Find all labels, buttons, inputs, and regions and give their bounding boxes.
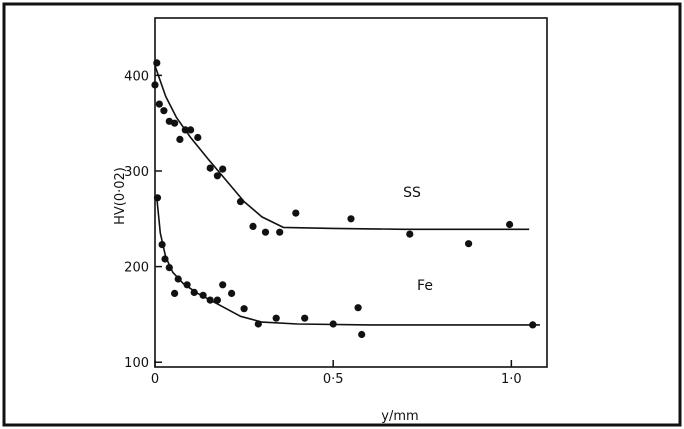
point-ss-19 (406, 230, 414, 238)
point-fe-5 (174, 275, 182, 283)
point-ss-2 (155, 100, 163, 108)
plot-frame (154, 17, 548, 368)
y-tick-label-300: 300 (124, 165, 149, 180)
point-ss-10 (206, 164, 214, 172)
point-ss-6 (176, 135, 184, 143)
data-points (151, 59, 537, 339)
point-fe-17 (329, 320, 337, 328)
point-ss-12 (219, 165, 227, 173)
point-fe-19 (358, 330, 366, 339)
x-axis-label: y/mm (381, 409, 418, 424)
point-fe-12 (228, 289, 236, 297)
y-axis-label: HV(0·02) (113, 167, 128, 225)
series-label-fe: Fe (417, 278, 433, 294)
point-ss-0 (153, 59, 161, 67)
point-ss-14 (249, 222, 257, 230)
point-fe-7 (190, 288, 198, 296)
point-fe-16 (301, 314, 309, 322)
point-ss-21 (506, 220, 514, 229)
point-fe-14 (254, 320, 262, 328)
x-tick-label-0: 0 (151, 372, 159, 387)
y-tick-label-100: 100 (124, 356, 149, 371)
point-ss-7 (181, 126, 189, 134)
y-tick-label-400: 400 (124, 69, 149, 84)
x-tick-label-2: 1·0 (501, 372, 522, 387)
point-ss-20 (465, 240, 473, 248)
x-tick-label-1: 0·5 (323, 372, 344, 387)
y-tick-label-200: 200 (124, 261, 149, 276)
point-fe-18 (354, 304, 362, 312)
point-fe-9 (206, 296, 214, 304)
series-label-ss: SS (403, 185, 421, 201)
point-fe-10 (213, 296, 221, 304)
point-ss-11 (213, 172, 221, 180)
fit-curves (154, 65, 540, 326)
point-fe-8 (199, 291, 207, 299)
point-fe-4 (171, 289, 179, 297)
point-fe-3 (165, 264, 173, 272)
point-ss-16 (276, 228, 284, 236)
point-fe-6 (183, 281, 191, 289)
point-fe-11 (219, 281, 227, 289)
point-fe-1 (158, 241, 166, 249)
point-ss-13 (236, 198, 245, 206)
point-fe-0 (153, 194, 162, 202)
point-ss-18 (347, 215, 355, 223)
fit-curve-ss (154, 65, 530, 231)
x-axis-ticks: 0 0·5 1·0 (151, 360, 522, 387)
point-ss-9 (194, 133, 202, 142)
y-axis-ticks: 100 200 300 400 (124, 69, 162, 371)
point-fe-20 (529, 321, 537, 329)
point-ss-3 (160, 107, 168, 115)
point-ss-1 (151, 81, 159, 89)
point-fe-2 (161, 255, 169, 263)
point-ss-5 (171, 119, 179, 127)
point-ss-8 (187, 126, 195, 134)
point-fe-13 (240, 305, 248, 313)
point-ss-17 (292, 209, 300, 217)
point-fe-15 (272, 314, 280, 322)
point-ss-15 (261, 228, 270, 236)
